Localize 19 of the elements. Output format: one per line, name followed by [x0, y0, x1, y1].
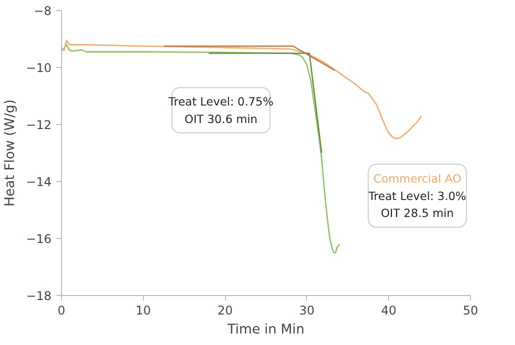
x-tick-label: 50 — [462, 304, 478, 318]
x-tick-label: 0 — [58, 304, 66, 318]
line-series — [62, 44, 340, 254]
x-tick-label: 10 — [136, 304, 151, 318]
x-axis-title: Time in Min — [226, 322, 304, 338]
y-tick-label: −18 — [26, 289, 52, 303]
line-series — [62, 40, 422, 140]
y-tick-label: −16 — [26, 232, 52, 246]
y-tick-label: −14 — [26, 175, 52, 189]
x-tick-label: 40 — [381, 304, 396, 318]
annotation: Treat Level: 3.0% OIT 28.5 min — [367, 188, 466, 220]
y-tick-label: −12 — [26, 118, 52, 132]
x-tick-label: 30 — [299, 304, 315, 318]
x-tick-label: 20 — [217, 304, 233, 318]
y-axis-title: Heat Flow (W/g) — [3, 99, 18, 207]
annotation: Treat Level: 0.75% OIT 30.6 min — [168, 94, 274, 126]
text: Commercial AO — [373, 172, 462, 186]
y-tick-label: −10 — [26, 61, 52, 75]
y-tick-label: −8 — [34, 4, 52, 18]
